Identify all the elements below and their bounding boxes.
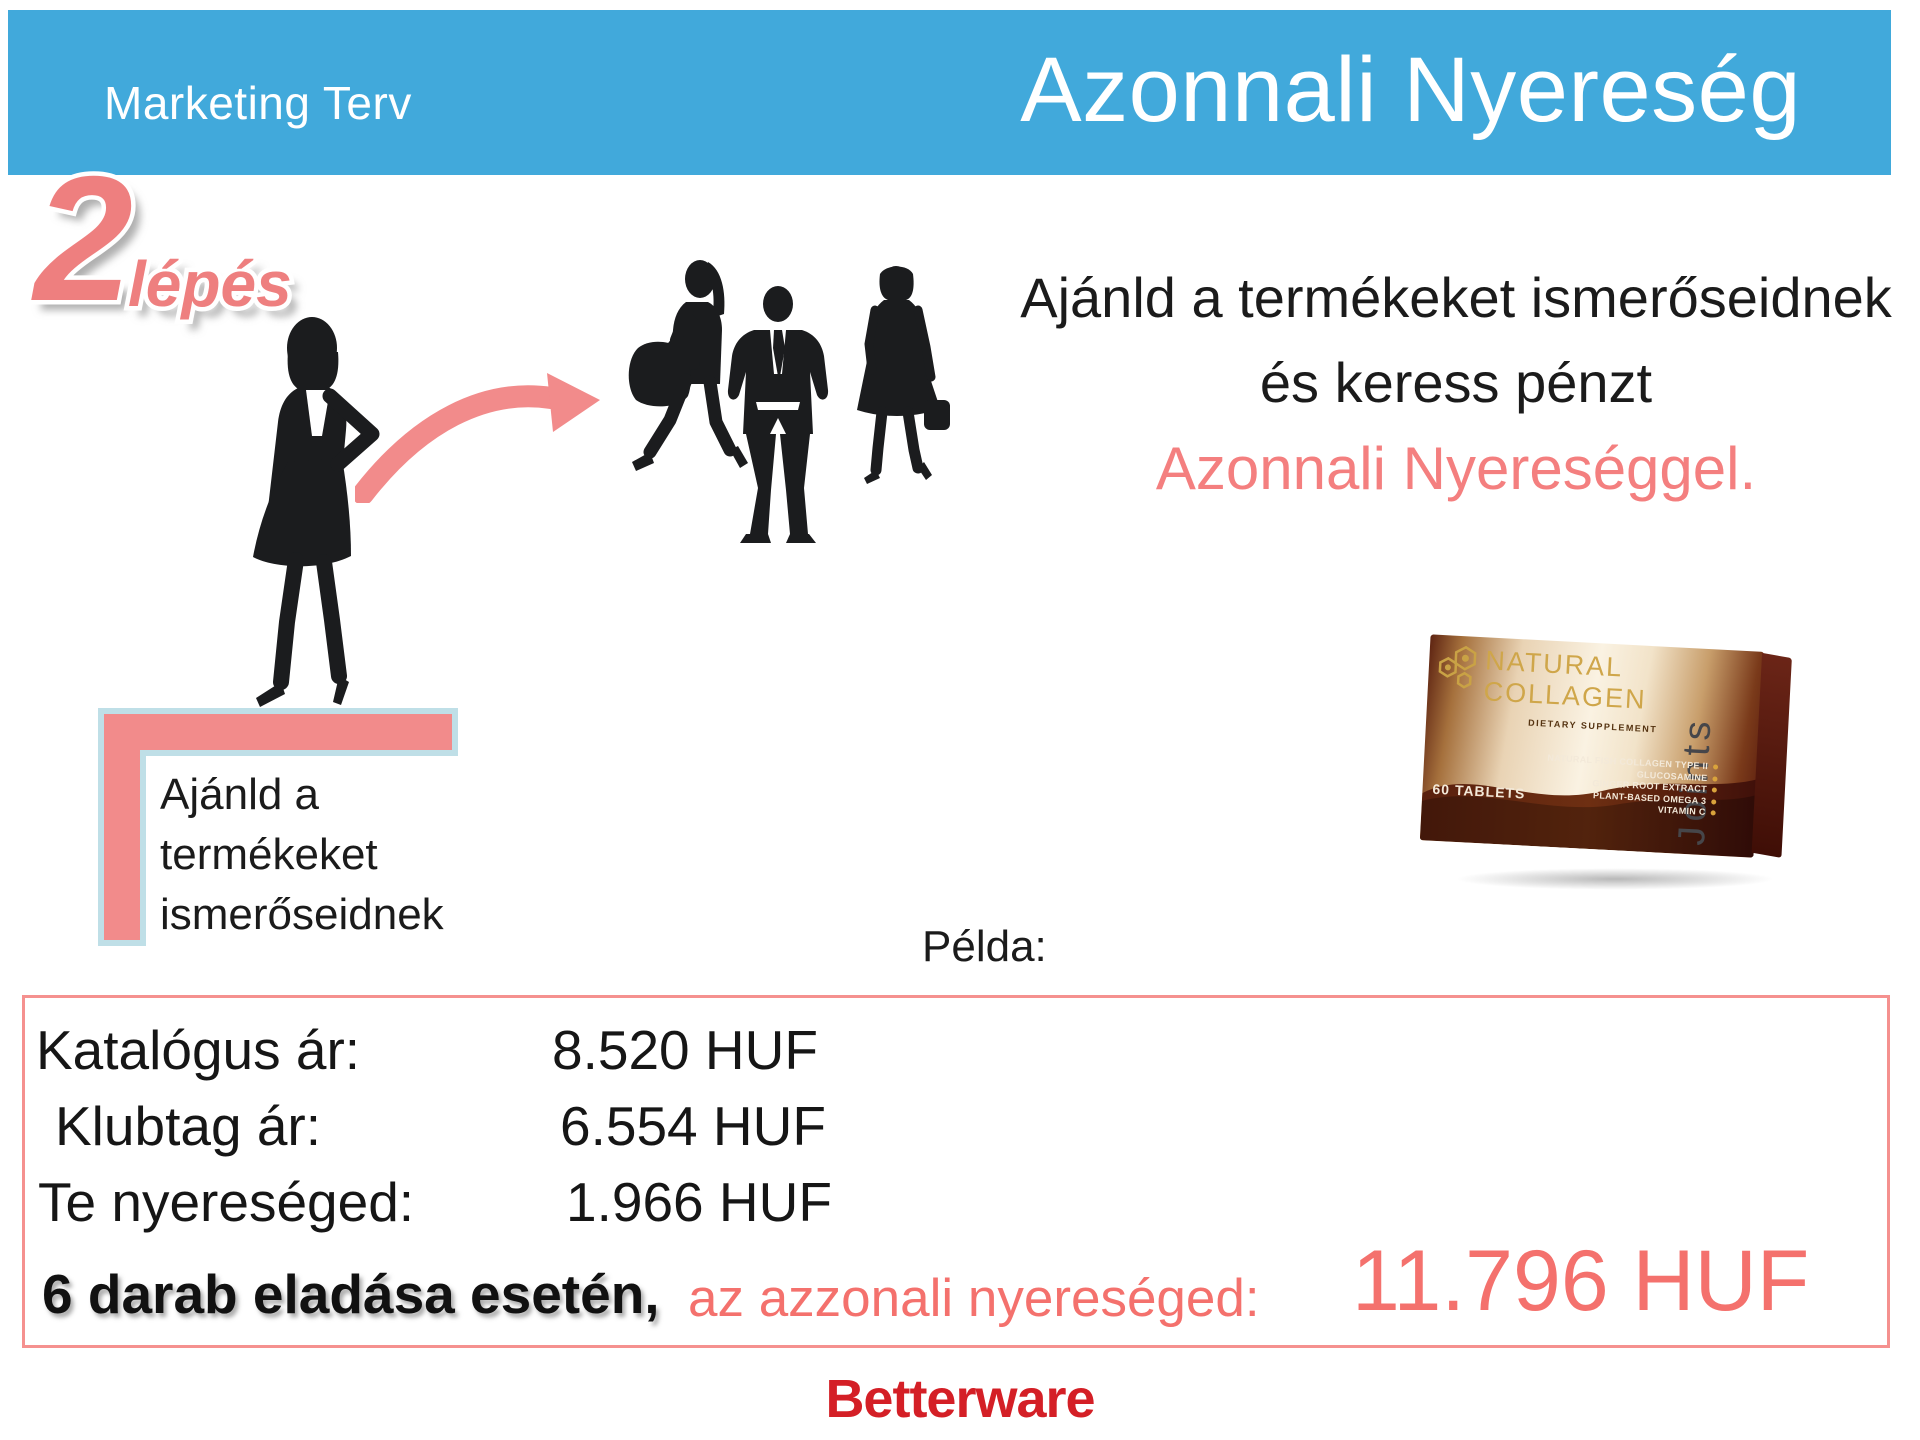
intro-line-1: Ajánld a termékeket ismerőseidnek [1020,266,1892,329]
product-brand: NATURAL COLLAGEN [1483,645,1649,715]
product-subtitle: DIETARY SUPPLEMENT [1527,717,1658,735]
callout-line: Ajánld a [160,770,320,819]
header-bar: Marketing Terv Azonnali Nyereség [8,10,1891,175]
gold-dot-icon [1711,798,1717,805]
price-row-label: Klubtag ár: [55,1095,322,1157]
intro-text: Ajánld a termékeket ismerőseidnek és ker… [1000,255,1912,513]
betterware-logo: Betterware [825,1369,1095,1429]
gold-dot-icon [1712,775,1718,782]
collagen-hex-icon [1438,645,1477,689]
businesswoman-silhouette [253,317,380,707]
page-title: Azonnali Nyereség [1020,39,1801,141]
gold-dot-icon [1712,764,1719,770]
summary-text: az azzonali nyereséged: [688,1269,1260,1328]
product-shadow [1455,868,1775,890]
gold-dot-icon [1711,787,1717,793]
callout-line: termékeket [160,830,378,879]
example-label: Példa: [922,922,1047,971]
price-row-value: 1.966 HUF [566,1171,832,1233]
gold-dot-icon [1710,810,1716,816]
callout-line: ismerőseidnek [160,890,444,939]
step-number: 2 [34,139,133,338]
summary-condition: 6 darab eladása esetén, [42,1263,660,1325]
price-row-value: 6.554 HUF [560,1095,826,1157]
people-group-silhouette [628,260,950,543]
referral-arrow-icon [355,373,600,503]
price-row-label: Te nyereséged: [38,1171,415,1233]
intro-line-3: Azonnali Nyereséggel. [1155,435,1757,502]
product-box-face: NATURAL COLLAGEN DIETARY SUPPLEMENT Join… [1419,634,1765,858]
step-number-outline: 2 [30,139,138,338]
price-box [22,995,1890,1348]
product-box: NATURAL COLLAGEN DIETARY SUPPLEMENT Join… [1419,634,1792,858]
price-row-value: 8.520 HUF [552,1019,818,1081]
callout-text: Ajánld a termékeket ismerőseidnek [160,765,444,945]
slide-subtitle: Marketing Terv [104,77,412,129]
product-wave-decoration [1419,779,1758,858]
product-ingredients: NATURAL FISH COLLAGEN TYPE II GLUCOSAMIN… [1545,753,1719,819]
step-label: lépés [128,248,292,320]
ingredient-text: VITAMIN C [1657,804,1706,818]
step-label-outline: lépés [124,248,297,321]
intro-line-2: és keress pénzt [1259,351,1653,414]
price-row-label: Katalógus ár: [36,1019,361,1081]
summary-amount: 11.796 HUF [1352,1233,1810,1329]
